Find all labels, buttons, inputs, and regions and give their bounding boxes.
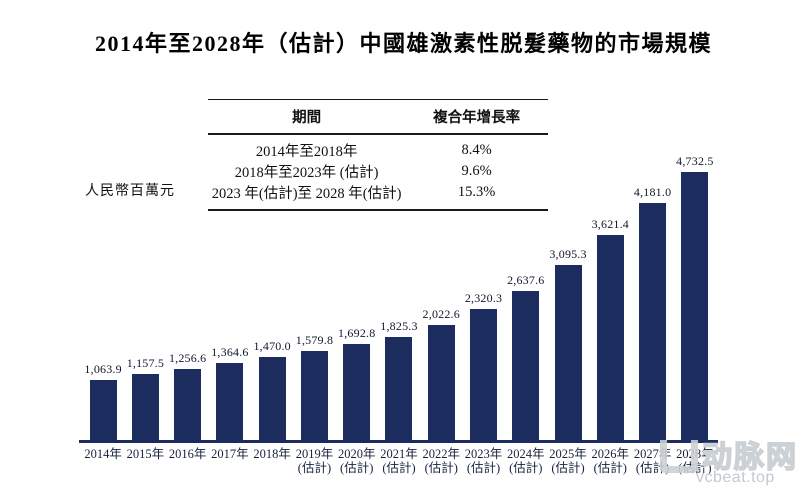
- bar-column: 2,637.6 2024年 (估計): [505, 148, 547, 475]
- bar-value-label: 1,157.5: [126, 356, 165, 370]
- x-axis-line: [79, 440, 718, 443]
- cagr-period: 2018年至2023年 (估計): [234, 165, 379, 181]
- watermark-logo-text: 动脉网: [701, 441, 798, 474]
- bar: [470, 309, 498, 440]
- cagr-value: 15.3%: [457, 184, 496, 200]
- bar-chart-plot: 1,063.9 2014年 1,157.5 2015年 1,256.6 2016年 1,36…: [82, 148, 716, 475]
- bar: [554, 265, 582, 440]
- bar: [258, 357, 286, 440]
- bar-column: 1,692.8 2020年 (估計): [336, 148, 378, 475]
- cagr-value: 8.4%: [461, 142, 492, 158]
- cagr-row: 2014年至2018年 8.4%: [208, 140, 548, 161]
- cagr-period: 2023 年(估計)至 2028 年(估計): [211, 186, 402, 202]
- bar-column: 2,022.6 2022年 (估計): [420, 148, 462, 475]
- bar-value-label: 1,063.9: [84, 362, 122, 376]
- bar: [681, 172, 709, 440]
- cagr-table-header: 期間 複合年增長率: [208, 100, 548, 133]
- bar-column: 3,095.3 2025年 (估計): [547, 148, 589, 475]
- bar-value-label: 1,825.3: [380, 319, 418, 333]
- bar-column: 1,470.0 2018年: [251, 148, 293, 461]
- bar-value-label: 2,320.3: [464, 291, 503, 305]
- x-tick-label: 2017年: [211, 447, 249, 461]
- x-tick-label: 2021年 (估計): [380, 447, 418, 475]
- watermark-logo-icon: [660, 440, 698, 473]
- x-tick-label: 2026年 (估計): [591, 447, 630, 475]
- x-tick-label: 2024年 (估計): [507, 447, 545, 475]
- bar: [89, 380, 117, 440]
- bar-value-label: 3,621.4: [591, 217, 630, 231]
- cagr-table-body: 2014年至2018年 8.4% 2018年至2023年 (估計) 9.6% 2023 …: [208, 135, 548, 209]
- bar-value-label: 3,095.3: [549, 247, 587, 261]
- bar: [174, 369, 202, 440]
- bar-column: 1,364.6 2017年: [209, 148, 251, 461]
- bar-value-label: 1,692.8: [338, 326, 376, 340]
- bar-value-label: 1,579.8: [295, 333, 334, 347]
- watermark-site: vcbeat.top: [696, 469, 775, 486]
- cagr-table: 期間 複合年增長率 2014年至2018年 8.4% 2018年至2023年 (估計…: [208, 99, 548, 211]
- cagr-row: 2018年至2023年 (估計) 9.6%: [208, 161, 548, 182]
- bar-value-label: 1,256.6: [168, 351, 207, 365]
- x-tick-label: 2015年: [126, 447, 165, 461]
- bar: [427, 325, 455, 440]
- table-header-rule: [208, 133, 548, 135]
- bar-column: 1,579.8 2019年 (估計): [293, 148, 335, 475]
- x-tick-label: 2019年 (估計): [295, 447, 334, 475]
- watermark: 动脉网 vcbeat.top: [660, 440, 807, 487]
- bar-value-label: 4,732.5: [676, 154, 714, 168]
- bar: [131, 374, 159, 440]
- bar: [385, 337, 413, 440]
- bar-value-label: 2,022.6: [422, 307, 460, 321]
- bar-column: 2,320.3 2023年 (估計): [462, 148, 504, 475]
- table-top-rule: [208, 99, 548, 100]
- x-tick-label: 2020年 (估計): [337, 447, 376, 475]
- bar: [300, 351, 328, 440]
- bar: [512, 291, 540, 440]
- bar: [596, 235, 624, 440]
- x-tick-label: 2016年: [168, 447, 207, 461]
- bar-column: 1,825.3 2021年 (估計): [378, 148, 420, 475]
- bar-column: 3,621.4 2026年 (估計): [589, 148, 631, 475]
- y-axis-unit-label: 人民幣百萬元: [85, 184, 175, 199]
- cagr-period: 2014年至2018年: [255, 144, 358, 160]
- header-period: 期間: [292, 110, 322, 126]
- cagr-value: 9.6%: [461, 163, 492, 179]
- bar-value-label: 4,181.0: [633, 185, 672, 199]
- x-tick-label: 2014年: [84, 447, 122, 461]
- bar-value-label: 1,470.0: [253, 339, 291, 353]
- bar-column: 1,256.6 2016年: [167, 148, 209, 461]
- bar-value-label: 1,364.6: [211, 345, 249, 359]
- bar-column: 4,181.0 2027年 (估計): [631, 148, 673, 475]
- bar: [343, 344, 371, 440]
- bar-column: 4,732.5 2028年 (估計): [674, 148, 716, 475]
- cagr-row: 2023 年(估計)至 2028 年(估計) 15.3%: [208, 182, 548, 203]
- bar-value-label: 2,637.6: [507, 273, 545, 287]
- x-tick-label: 2022年 (估計): [422, 447, 460, 475]
- table-bottom-rule: [208, 209, 548, 211]
- bar-column: 1,063.9 2014年: [82, 148, 124, 461]
- header-cagr: 複合年增長率: [433, 110, 521, 126]
- x-tick-label: 2025年 (估計): [549, 447, 587, 475]
- x-tick-label: 2023年 (估計): [464, 447, 503, 475]
- x-tick-label: 2018年: [253, 447, 291, 461]
- bar-column: 1,157.5 2015年: [124, 148, 166, 461]
- bar: [639, 203, 667, 440]
- chart-title: 2014年至2028年（估計）中國雄激素性脱髮藥物的市場規模: [94, 31, 712, 56]
- bar: [216, 363, 244, 440]
